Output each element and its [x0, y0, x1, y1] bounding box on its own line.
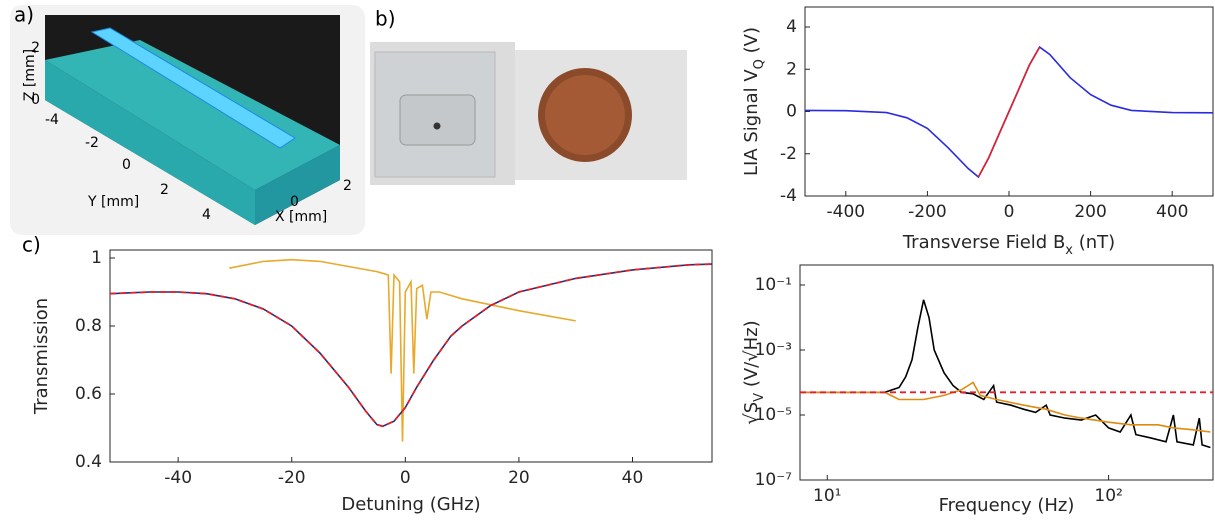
axis-label-part: LIA Signal V	[741, 69, 762, 176]
axis-label: Transverse Field Bx (nT)	[902, 232, 1115, 258]
data-line	[800, 381, 1211, 433]
y-tick-label: 0.6	[75, 384, 102, 404]
axis-label-part: x	[1065, 243, 1073, 258]
axis-label-part: (V)	[741, 27, 762, 59]
axis-label: √SV (V/√Hz)	[741, 320, 767, 424]
plot-area	[799, 264, 1214, 481]
y-tick-label: -2	[780, 144, 797, 164]
y-tick-label: -4	[780, 186, 797, 206]
x-tick-label: -400	[827, 202, 866, 222]
x-tick-label: 0	[1004, 202, 1015, 222]
x-tick-label: 0	[400, 468, 411, 488]
tick-label: -2	[85, 135, 99, 151]
y-tick-label: 0.4	[75, 452, 102, 472]
x-tick-label: -200	[908, 202, 947, 222]
x-tick-label: 20	[508, 468, 530, 488]
axis-label: Detuning (GHz)	[341, 494, 480, 515]
axis-label-part: (nT)	[1073, 232, 1115, 253]
axis-label-part: (V/√Hz)	[741, 320, 762, 393]
y-tick-label: 10⁻⁷	[755, 470, 793, 490]
axis-label-part: V	[752, 393, 767, 402]
axis-label: LIA Signal VQ (V)	[741, 27, 767, 176]
y-tick-label: 2	[786, 59, 797, 79]
axis-label-part: Q	[752, 59, 767, 69]
plot-area	[804, 6, 1214, 197]
y-tick-label: 0.8	[75, 316, 102, 336]
axis-label: Transmission	[31, 298, 52, 415]
panel-label: a)	[14, 3, 34, 27]
tick-label: 0	[122, 157, 131, 173]
panel-a-render: a) Z [mm] 2 0 -4 -2 0 2 4 Y [mm] 2 0 X […	[10, 3, 365, 235]
axis-label-part: Detuning (GHz)	[341, 494, 480, 515]
panel-label: b)	[375, 7, 396, 31]
x-tick-label: -20	[278, 468, 306, 488]
panel-label: c)	[22, 233, 41, 257]
axis-label-part: √S	[741, 402, 762, 425]
axis-label-part: Frequency (Hz)	[939, 495, 1075, 516]
waveguide	[90, 27, 296, 149]
panel-b-photo: b)	[370, 7, 687, 185]
cell-top	[45, 40, 340, 190]
y-tick-label: 4	[786, 17, 797, 37]
x-tick-label: 10¹	[813, 486, 841, 506]
y-tick-label: 10⁻⁵	[755, 405, 792, 425]
tick-label: 2	[31, 40, 40, 56]
tick-label: 2	[160, 182, 169, 198]
data-line	[229, 258, 576, 442]
tick-label: 0	[290, 194, 299, 210]
cell-side	[255, 145, 340, 225]
x-tick-label: -40	[164, 468, 192, 488]
x-tick-label: 10²	[1094, 486, 1122, 506]
axis-label-part: Transmission	[31, 298, 52, 415]
cell-front	[45, 60, 255, 225]
tick-label: 4	[202, 207, 211, 223]
axis-label: Z [mm]	[22, 49, 38, 101]
y-tick-label: 10⁻¹	[755, 275, 792, 295]
axis-label-part: Transverse Field B	[902, 232, 1065, 253]
x-tick-label: 400	[1156, 202, 1188, 222]
y-tick-label: 1	[91, 248, 102, 268]
axis-label: Frequency (Hz)	[939, 495, 1075, 516]
axis-label: X [mm]	[275, 209, 327, 225]
x-tick-label: 200	[1074, 202, 1106, 222]
data-line	[109, 263, 713, 428]
data-line	[977, 46, 1041, 178]
cell-dot	[433, 122, 441, 130]
data-line	[800, 299, 1211, 449]
tick-label: -4	[45, 112, 59, 128]
vapor-cell	[399, 94, 476, 146]
tick-label: 0	[31, 92, 40, 108]
plot-area	[109, 249, 713, 463]
coin-face	[545, 75, 625, 155]
tick-label: 2	[343, 178, 352, 194]
y-tick-label: 0	[786, 102, 797, 122]
axis-label: Y [mm]	[87, 194, 139, 210]
x-tick-label: 40	[622, 468, 644, 488]
y-tick-label: 10⁻³	[755, 340, 792, 360]
